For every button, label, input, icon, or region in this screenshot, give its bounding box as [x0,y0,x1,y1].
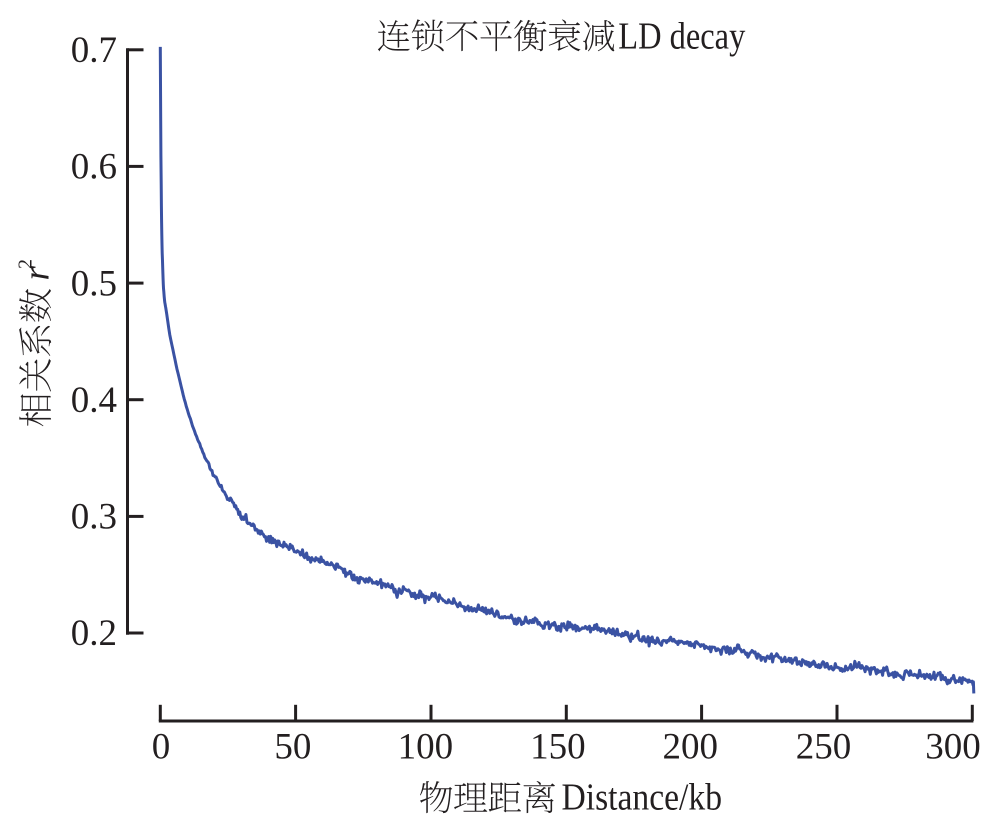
svg-text:2: 2 [15,259,37,269]
svg-text:Distance/kb: Distance/kb [562,777,723,819]
svg-text:0.7: 0.7 [71,30,117,71]
svg-text:200: 200 [662,727,718,768]
svg-text:100: 100 [398,727,454,768]
svg-text:0.6: 0.6 [71,147,117,188]
svg-text:50: 50 [274,727,311,768]
svg-text:0: 0 [152,727,171,768]
svg-text:250: 250 [796,727,852,768]
svg-text:0.3: 0.3 [71,497,117,538]
svg-text:0.4: 0.4 [71,380,117,421]
svg-text:0.2: 0.2 [71,613,117,654]
svg-text:150: 150 [530,727,586,768]
svg-text:0.5: 0.5 [71,263,117,304]
svg-text:300: 300 [925,727,981,768]
svg-text:r: r [17,266,58,281]
svg-text:LD decay: LD decay [618,16,745,58]
